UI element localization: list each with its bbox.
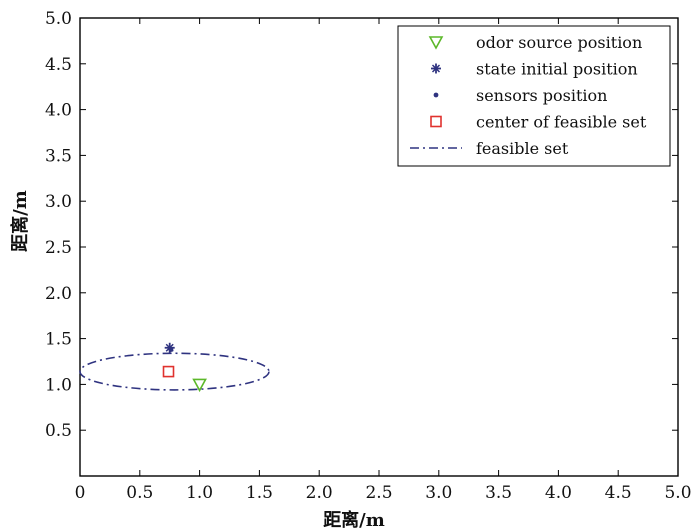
legend-label-feasible-set: feasible set <box>476 139 569 158</box>
legend-marker-state-initial-position <box>431 63 441 74</box>
y-tick-label: 4.5 <box>45 55 72 75</box>
y-tick-label: 0.5 <box>45 421 72 441</box>
x-tick-labels: 0 0.5 1.0 1.5 2.0 2.5 3.0 3.5 4.0 4.5 5.0 <box>75 483 692 503</box>
x-tick-label: 3.0 <box>425 483 452 503</box>
y-tick-label: 2.0 <box>45 284 72 304</box>
legend-label-center-of-feasible-set: center of feasible set <box>476 113 647 132</box>
x-axis-label: 距离/m <box>323 509 385 530</box>
x-tick-label: 1.5 <box>246 483 273 503</box>
odor-source-position-point-0 <box>192 378 207 393</box>
legend-label-sensors-position: sensors position <box>476 86 607 105</box>
y-tick-label: 1.5 <box>45 330 72 350</box>
x-tick-label: 3.5 <box>485 483 512 503</box>
y-tick-labels: 0.5 1.0 1.5 2.0 2.5 3.0 3.5 4.0 4.5 5.0 <box>45 9 72 441</box>
legend-marker-center-of-feasible-set <box>430 115 442 128</box>
x-tick-label: 4.5 <box>605 483 632 503</box>
x-tick-label: 1.0 <box>186 483 213 503</box>
plot-marks <box>79 342 270 393</box>
x-tick-label: 5.0 <box>664 483 691 503</box>
legend-marker-sensors-position <box>433 92 439 98</box>
legend-label-odor-source-position: odor source position <box>476 33 642 52</box>
legend-box <box>397 25 671 167</box>
y-tick-label: 3.5 <box>45 146 72 166</box>
feasible-set-ellipse <box>79 352 270 391</box>
sensors-position-point-0 <box>168 347 174 352</box>
x-tick-label: 2.5 <box>365 483 392 503</box>
legend: odor source position state initial positi… <box>397 25 671 167</box>
x-tick-label: 4.0 <box>545 483 572 503</box>
y-tick-label: 4.0 <box>45 101 72 121</box>
plot-axes <box>79 17 679 477</box>
y-tick-label: 1.0 <box>45 375 72 395</box>
center-of-feasible-set-point-0 <box>162 365 175 378</box>
x-tick-label: 0 <box>75 483 86 503</box>
legend-marker-state-initial-position-d2 <box>431 64 441 73</box>
y-tick-label: 3.0 <box>45 192 72 212</box>
x-tick-label: 2.0 <box>306 483 333 503</box>
y-tick-label: 2.5 <box>45 238 72 258</box>
y-tick-label: 5.0 <box>45 9 72 29</box>
legend-marker-odor-source-position <box>428 36 444 50</box>
x-tick-label: 0.5 <box>126 483 153 503</box>
legend-label-state-initial-position: state initial position <box>476 60 638 79</box>
y-axis-label: 距离/m <box>9 190 31 252</box>
